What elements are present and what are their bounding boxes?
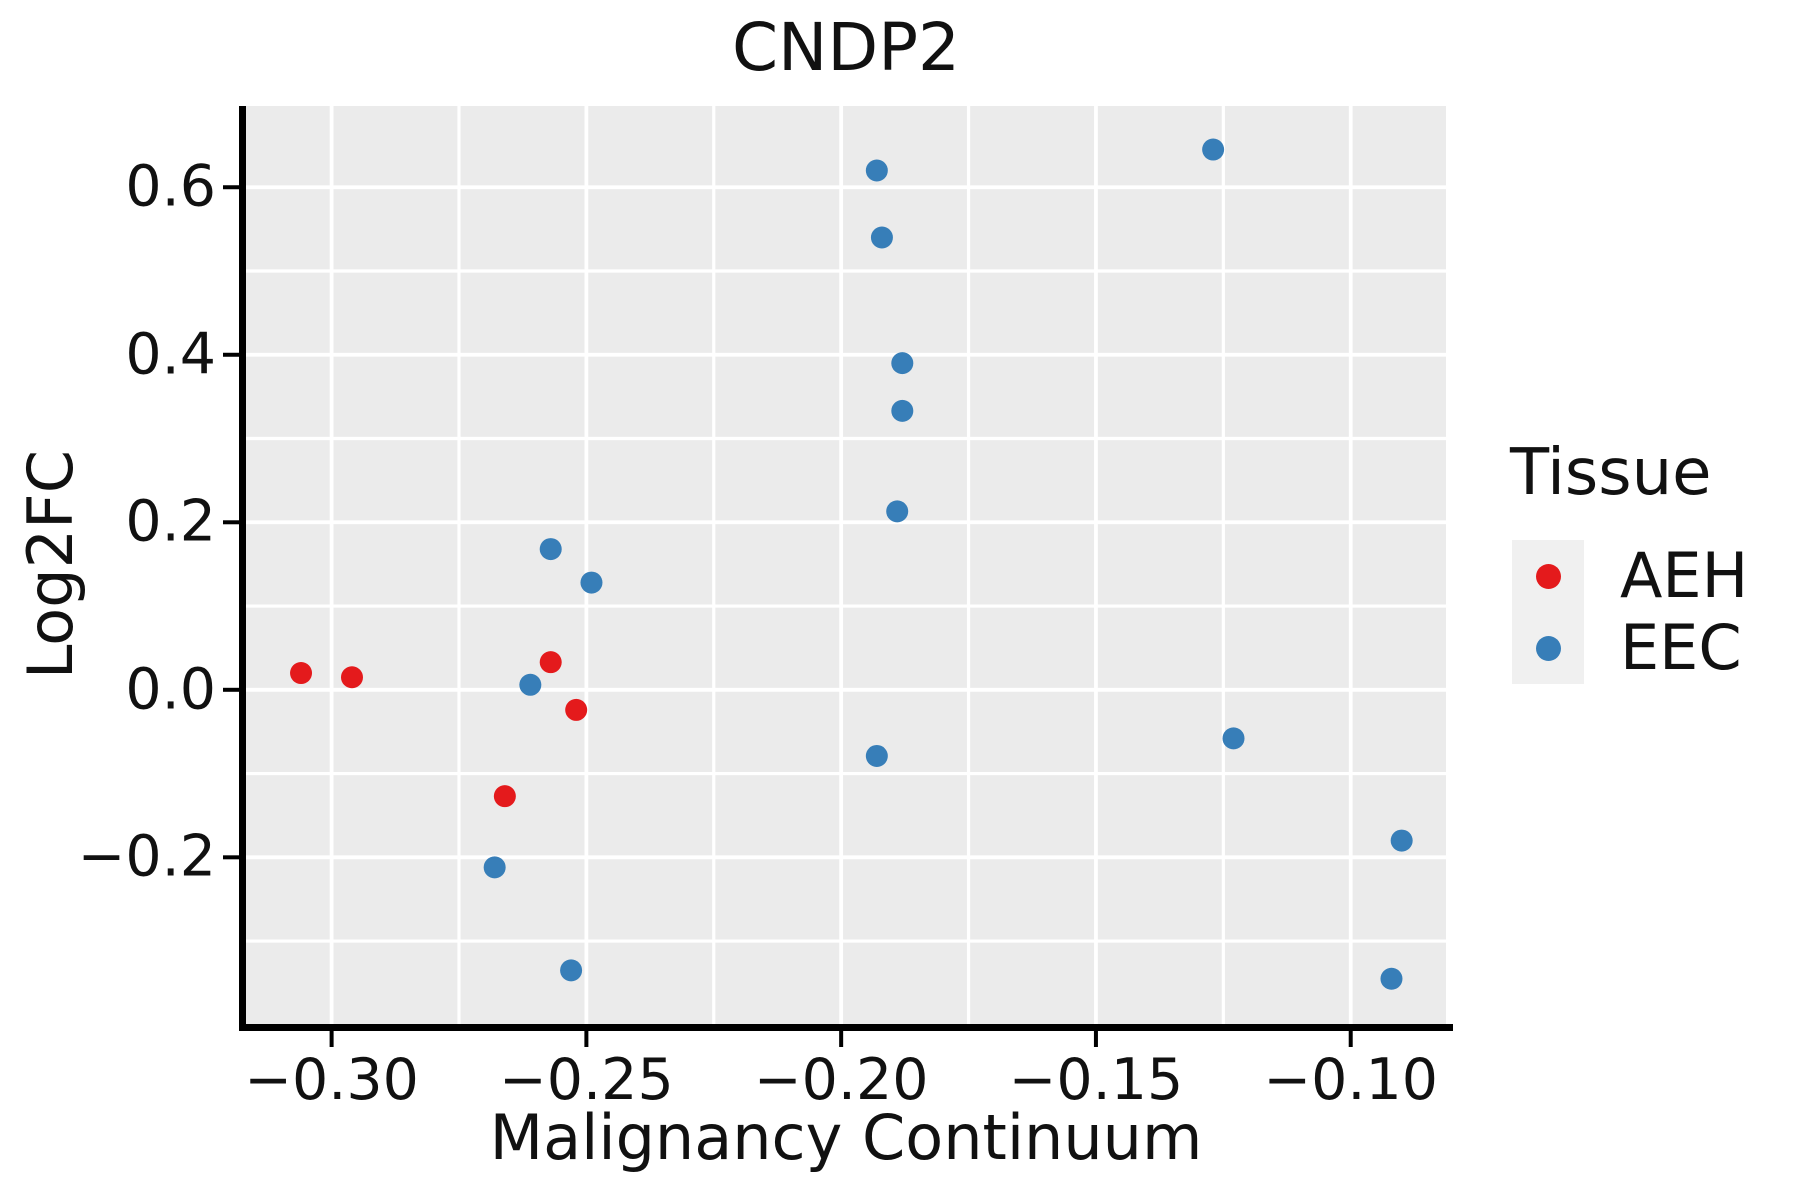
legend-label-aeh: AEH bbox=[1620, 539, 1749, 612]
data-point-eec bbox=[891, 399, 914, 422]
x-tick-mark bbox=[1348, 1031, 1353, 1047]
data-point-aeh bbox=[340, 666, 363, 689]
data-point-eec bbox=[865, 744, 888, 767]
data-point-eec bbox=[865, 159, 888, 182]
data-point-eec bbox=[1390, 829, 1413, 852]
data-point-aeh bbox=[493, 785, 516, 808]
legend-key bbox=[1512, 540, 1584, 612]
x-tick-mark bbox=[329, 1031, 334, 1047]
data-point-eec bbox=[891, 352, 914, 375]
y-tick-mark bbox=[223, 687, 239, 692]
y-tick-label: 0.0 bbox=[125, 656, 216, 723]
y-tick-mark bbox=[223, 185, 239, 190]
data-point-eec bbox=[886, 500, 909, 523]
data-point-eec bbox=[580, 571, 603, 594]
x-tick-label: −0.15 bbox=[1008, 1047, 1184, 1113]
y-axis-spine bbox=[239, 106, 246, 1031]
legend-entry-eec: EEC bbox=[1508, 612, 1748, 684]
y-tick-mark bbox=[223, 855, 239, 860]
legend: Tissue AEH EEC bbox=[1508, 441, 1748, 684]
chart-title: CNDP2 bbox=[731, 9, 961, 86]
data-point-eec bbox=[560, 959, 583, 982]
eec-marker-icon bbox=[1535, 635, 1561, 661]
y-tick-label: 0.6 bbox=[125, 153, 216, 220]
data-point-aeh bbox=[290, 662, 313, 685]
x-axis-label: Malignancy Continuum bbox=[489, 1101, 1203, 1174]
x-tick-label: −0.20 bbox=[753, 1047, 929, 1113]
x-tick-label: −0.10 bbox=[1263, 1047, 1439, 1113]
data-point-eec bbox=[519, 673, 542, 696]
x-tick-mark bbox=[839, 1031, 844, 1047]
x-axis-spine bbox=[239, 1024, 1453, 1031]
data-point-eec bbox=[1380, 967, 1403, 990]
data-point-eec bbox=[870, 226, 893, 249]
data-point-eec bbox=[539, 538, 562, 561]
data-point-aeh bbox=[539, 651, 562, 674]
legend-title: Tissue bbox=[1510, 436, 1712, 510]
x-tick-mark bbox=[584, 1031, 589, 1047]
legend-entry-aeh: AEH bbox=[1508, 540, 1748, 612]
panel-background bbox=[246, 106, 1446, 1024]
data-point-eec bbox=[483, 856, 506, 879]
x-tick-label: −0.25 bbox=[499, 1047, 674, 1113]
x-tick-label: −0.30 bbox=[244, 1047, 419, 1113]
y-tick-label: 0.2 bbox=[125, 488, 216, 555]
y-tick-mark bbox=[223, 520, 239, 525]
data-point-eec bbox=[1202, 138, 1225, 161]
aeh-marker-icon bbox=[1535, 563, 1561, 589]
data-point-eec bbox=[1222, 727, 1245, 750]
legend-label-eec: EEC bbox=[1620, 611, 1742, 684]
data-point-aeh bbox=[565, 698, 588, 721]
legend-key bbox=[1512, 612, 1584, 684]
y-tick-mark bbox=[223, 352, 239, 357]
y-tick-label: 0.4 bbox=[125, 321, 216, 388]
y-tick-label: −0.2 bbox=[77, 823, 216, 890]
x-tick-mark bbox=[1093, 1031, 1098, 1047]
